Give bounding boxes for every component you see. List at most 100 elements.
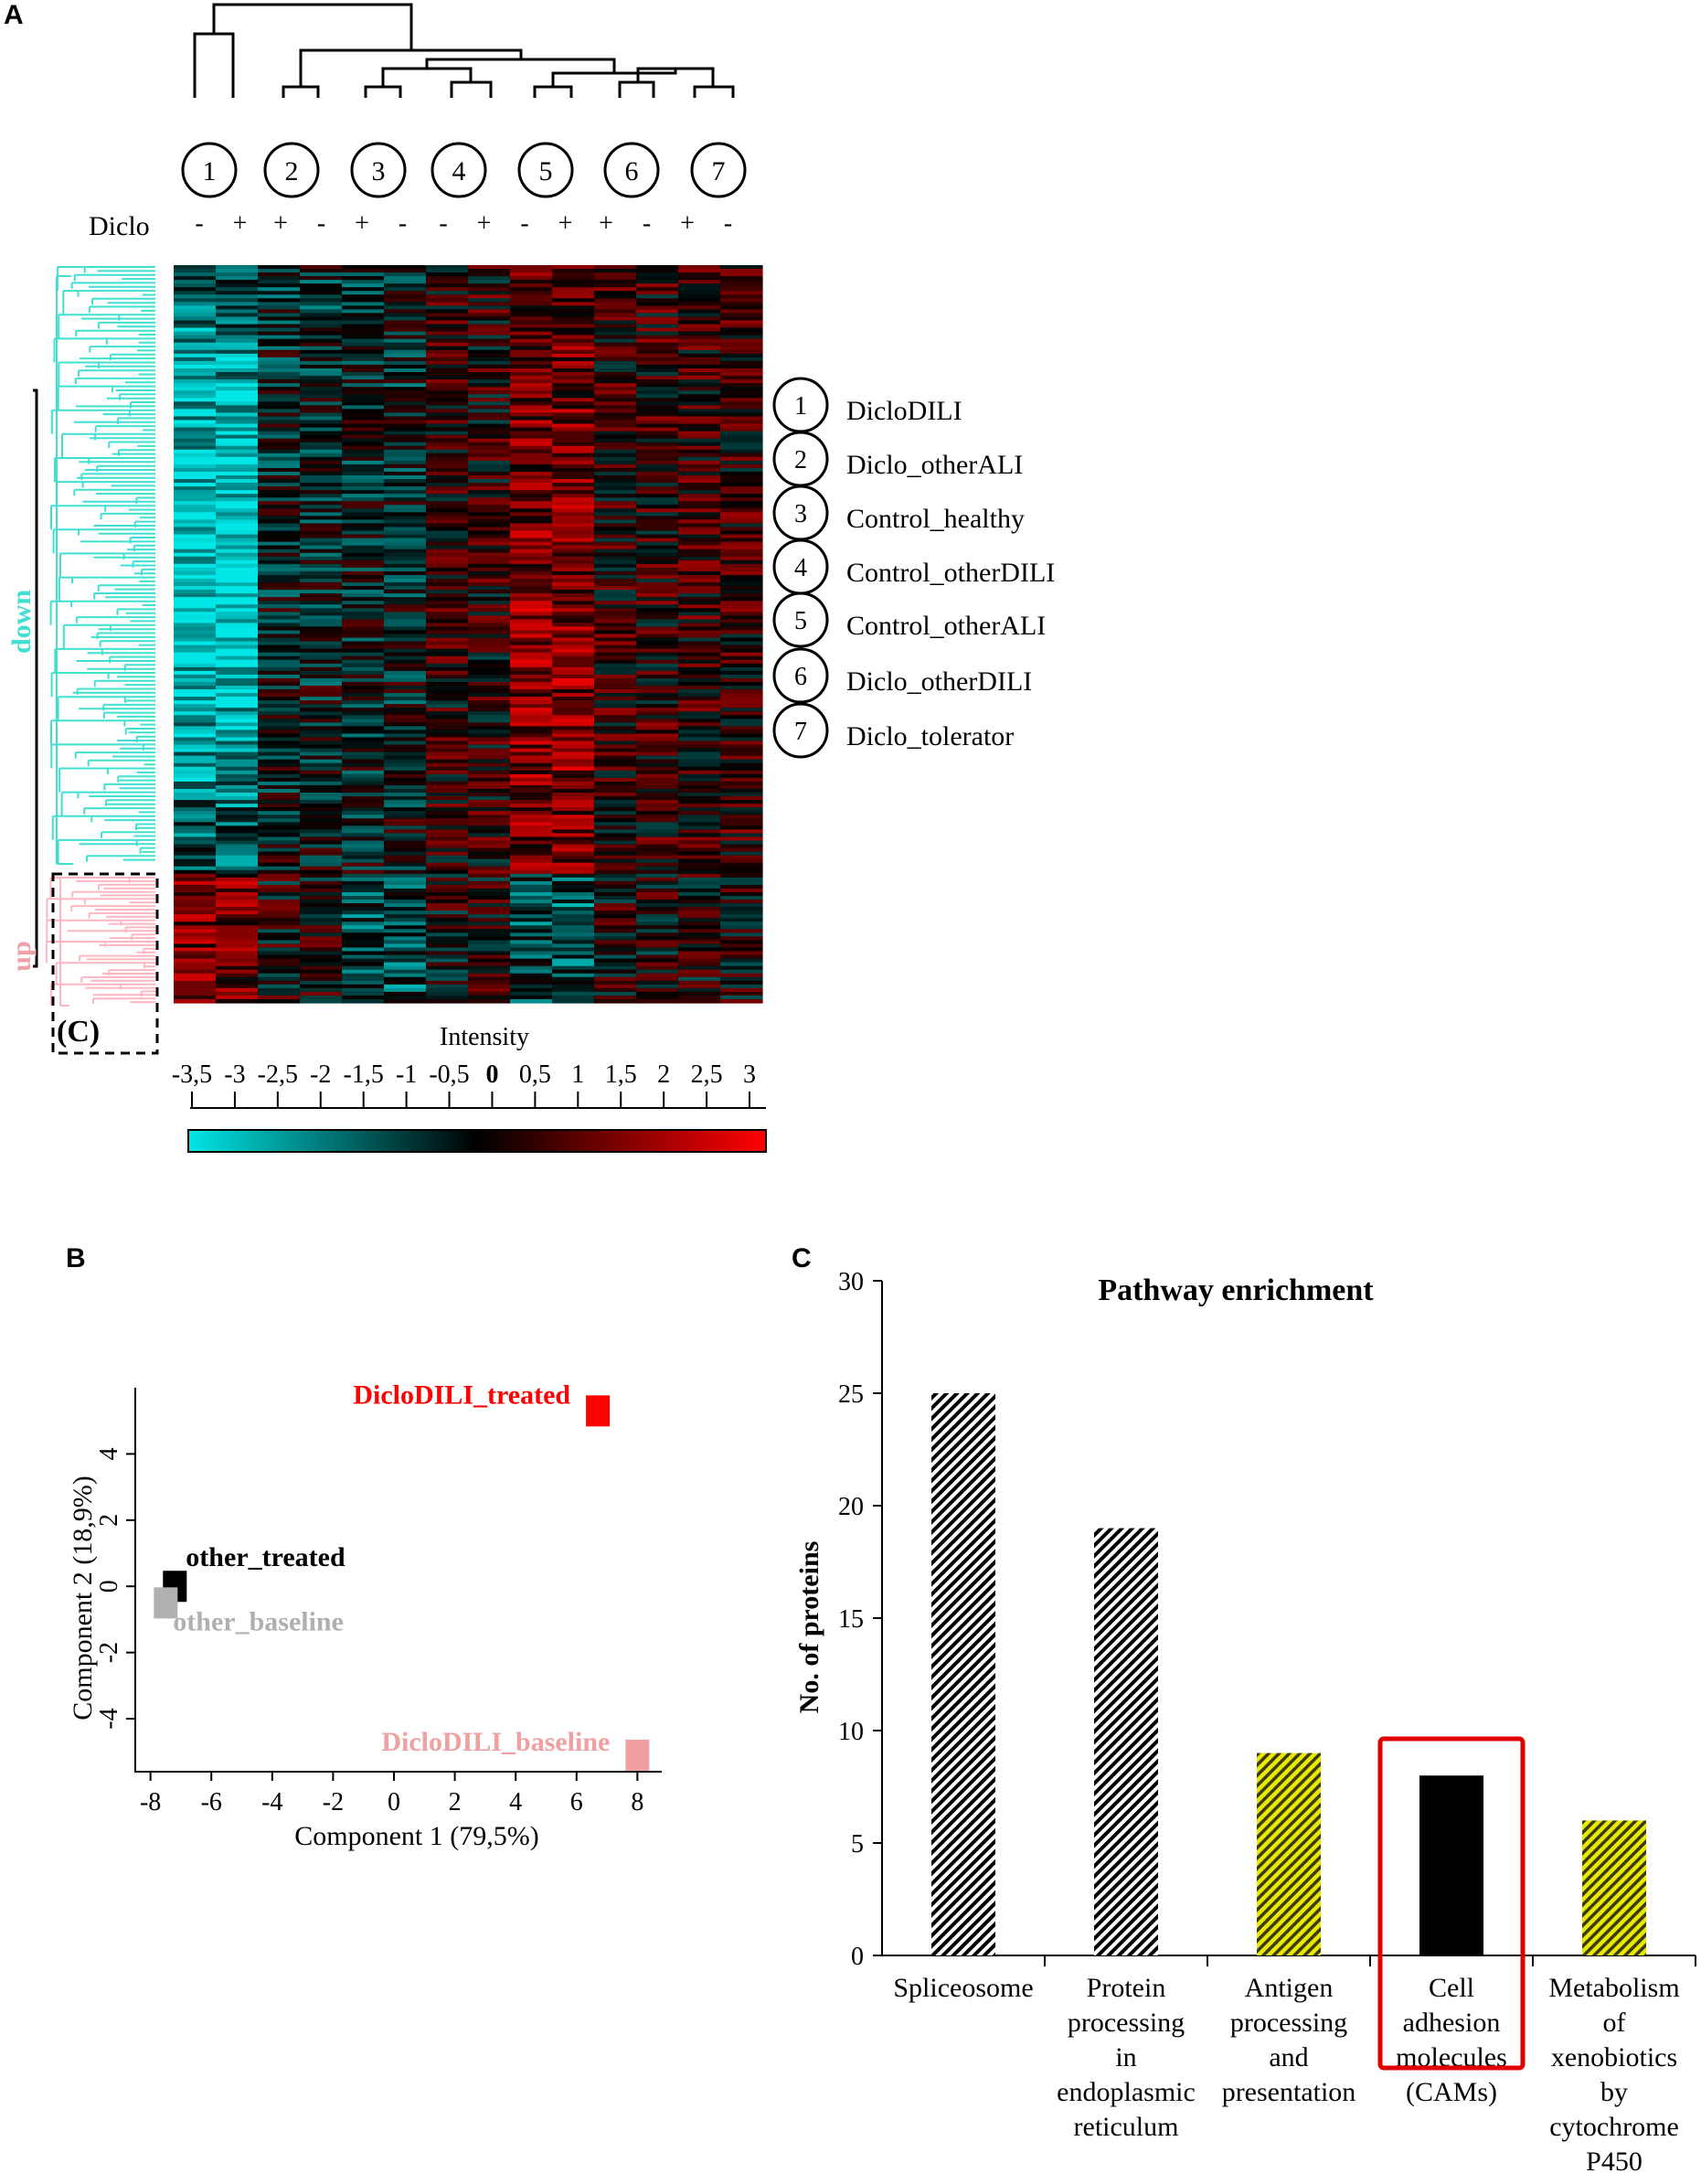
heatmap-cell [636,434,679,440]
heatmap-cell [258,497,301,502]
heatmap-cell [594,586,637,591]
heatmap-cell [426,574,469,580]
heatmap-cell [468,626,511,632]
heatmap-cell [258,338,301,344]
heatmap-cell [426,918,469,922]
heatmap-cell [594,677,637,683]
heatmap-cell [426,914,469,919]
heatmap-cell [636,416,679,421]
heatmap-cell [468,891,511,897]
bar-category-label: processing [1230,2008,1347,2038]
heatmap-cell [384,505,427,509]
heatmap-cell [174,376,217,380]
heatmap-cell [552,847,595,853]
heatmap-cell [258,456,301,462]
heatmap-cell [258,914,301,919]
heatmap-cell [720,804,763,808]
heatmap-cell [636,327,679,333]
heatmap-cell [468,984,511,989]
heatmap-cell [384,891,427,897]
heatmap-cell [636,590,679,594]
heatmap-cell [636,409,679,413]
heatmap-cell [426,272,469,277]
heatmap-cell [174,851,217,857]
bar-category-label: in [1115,2042,1136,2072]
heatmap-cell [720,722,763,727]
heatmap-cell [594,486,637,491]
heatmap-cell [552,265,595,270]
heatmap-cell [258,784,301,790]
bar-y-tick-label: 20 [838,1493,864,1521]
heatmap-cell [258,305,301,311]
heatmap-cell [468,586,511,591]
heatmap-cell [426,663,469,668]
heatmap-cell [678,320,721,325]
heatmap-cell [426,559,469,565]
group-number: 1 [203,156,217,186]
heatmap-cell [216,338,259,344]
treatment-sign: - [724,209,732,238]
heatmap-cell [510,276,553,281]
heatmap-cell [636,398,679,402]
heatmap-cell [678,423,721,429]
heatmap-cell [510,770,553,775]
heatmap-cell [384,788,427,794]
heatmap-cell [258,626,301,632]
heatmap-cell [720,663,763,668]
heatmap-cell [594,552,637,558]
heatmap-cell [720,733,763,739]
heatmap-cell [342,648,385,654]
heatmap-cell [258,593,301,598]
heatmap-cell [510,615,553,620]
heatmap-cell [468,811,511,815]
heatmap-cell [300,670,343,676]
heatmap-cell [468,423,511,429]
heatmap-cell [216,427,259,432]
heatmap-cell [216,523,259,528]
heatmap-cell [594,976,637,982]
heatmap-cell [594,316,637,322]
heatmap-cell [468,751,511,757]
heatmap-cell [174,984,217,989]
heatmap-cell [720,652,763,657]
heatmap-cell [258,648,301,654]
heatmap-cell [384,836,427,842]
heatmap-cell [468,530,511,536]
heatmap-cell [552,335,595,340]
heatmap-cell [720,833,763,838]
heatmap-cell [216,858,259,864]
heatmap-cell [174,796,217,801]
heatmap-cell [678,327,721,333]
heatmap-cell [678,601,721,605]
legend-circle [772,702,829,759]
heatmap-cell [258,697,301,701]
heatmap-cell [342,693,385,698]
heatmap-cell [510,730,553,735]
heatmap-cell [678,637,721,643]
heatmap-cell [468,730,511,735]
heatmap-cell [174,733,217,739]
heatmap-cell [720,379,763,384]
heatmap-cell [426,364,469,369]
heatmap-cell [678,372,721,377]
heatmap-cell [552,815,595,819]
heatmap-cell [720,903,763,908]
heatmap-cell [216,991,259,996]
heatmap-cell [300,976,343,982]
heatmap-cell [678,784,721,790]
heatmap-cell [510,320,553,325]
heatmap-cell [678,302,721,306]
heatmap-cell [216,880,259,886]
heatmap-cell [174,552,217,558]
heatmap-cell [300,519,343,525]
heatmap-cell [594,715,637,719]
treatment-sign: + [477,209,492,238]
scale-tick-label: -3,5 [172,1060,212,1089]
heatmap-cell [258,991,301,996]
treatment-sign: - [399,209,407,238]
heatmap-cell [552,936,595,941]
heatmap-cell [636,556,679,561]
heatmap-cell [594,836,637,842]
heatmap-cell [216,800,259,804]
heatmap-cell [216,619,259,623]
